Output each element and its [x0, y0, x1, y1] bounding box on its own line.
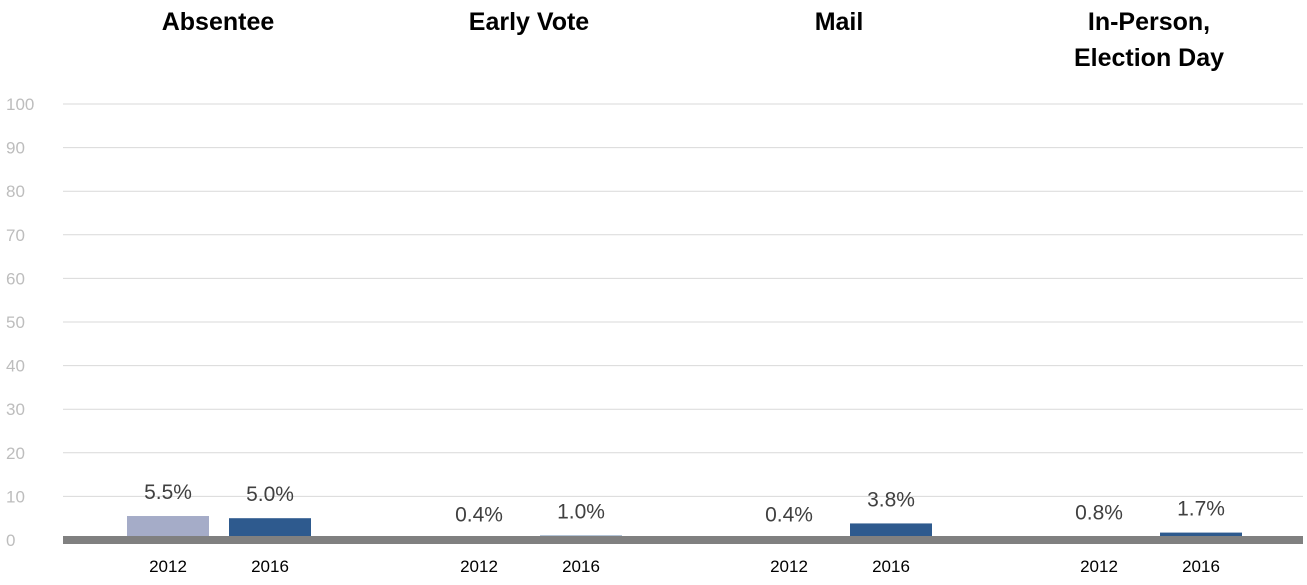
data-label: 5.0%	[246, 483, 294, 506]
data-label: 0.4%	[765, 503, 813, 526]
data-label: 1.0%	[557, 501, 605, 524]
data-label: 5.5%	[144, 481, 192, 504]
y-tick-label: 30	[6, 400, 25, 419]
x-tick-label: 2016	[251, 557, 289, 576]
y-tick-label: 60	[6, 269, 25, 288]
group-title: In-Person,	[1088, 8, 1210, 36]
y-tick-label: 70	[6, 226, 25, 245]
data-label: 0.8%	[1075, 502, 1123, 525]
bar-2012	[127, 516, 209, 540]
group-title: Early Vote	[469, 8, 590, 36]
x-axis-baseline	[63, 536, 1303, 544]
bar-2016	[850, 523, 932, 540]
y-tick-label: 0	[6, 531, 15, 550]
x-tick-label: 2016	[1182, 557, 1220, 576]
group-title: Election Day	[1074, 44, 1224, 72]
labels: Absentee 5.5% 2012 5.0% 2016 Early Vote 0.4% 20…	[144, 8, 1225, 576]
data-label: 1.7%	[1177, 498, 1225, 521]
y-tick-label: 40	[6, 357, 25, 376]
group-title: Mail	[815, 8, 864, 36]
y-tick-label: 90	[6, 139, 25, 158]
x-tick-label: 2012	[1080, 557, 1118, 576]
y-tick-label: 80	[6, 182, 25, 201]
bar-2016	[229, 518, 311, 540]
x-tick-label: 2016	[562, 557, 600, 576]
y-tick-label: 100	[6, 95, 34, 114]
gridlines	[63, 103, 1303, 497]
x-tick-label: 2012	[770, 557, 808, 576]
y-tick-label: 20	[6, 444, 25, 463]
x-tick-label: 2016	[872, 557, 910, 576]
x-tick-label: 2012	[460, 557, 498, 576]
y-tick-label: 10	[6, 487, 25, 506]
y-tick-label: 50	[6, 313, 25, 332]
data-label: 3.8%	[867, 488, 915, 511]
data-label: 0.4%	[455, 503, 503, 526]
group-title: Absentee	[162, 8, 275, 36]
y-axis: 0 10 20 30 40 50 60 70 80 90 100	[6, 95, 34, 550]
x-tick-label: 2012	[149, 557, 187, 576]
